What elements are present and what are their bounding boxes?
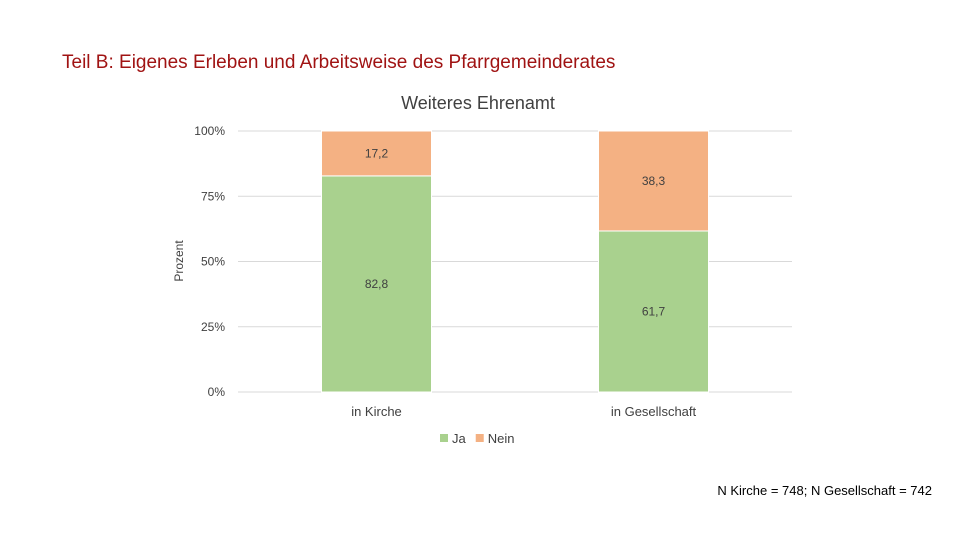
bar-nein-1 — [598, 130, 709, 232]
y-tick-label: 100% — [194, 124, 225, 138]
data-label: 61,7 — [642, 304, 666, 318]
y-axis-ticks: 0% 25% 50% 75% 100% — [194, 124, 225, 399]
x-tick-label: in Gesellschaft — [611, 404, 697, 419]
chart-title: Weiteres Ehrenamt — [401, 93, 555, 113]
x-tick-label: in Kirche — [351, 404, 402, 419]
sample-size-note: N Kirche = 748; N Gesellschaft = 742 — [717, 483, 932, 498]
bar-nein-0 — [321, 130, 432, 177]
y-tick-label: 75% — [201, 189, 225, 203]
bar-ja-1 — [598, 230, 709, 393]
legend-swatch-ja — [440, 434, 448, 442]
y-tick-label: 50% — [201, 255, 225, 269]
x-axis-ticks: in Kirche in Gesellschaft — [351, 404, 696, 419]
legend-swatch-nein — [475, 434, 484, 442]
data-label: 17,2 — [365, 146, 389, 160]
bars: 82,8 17,2 61,7 38,3 — [321, 130, 709, 393]
legend-label: Ja — [452, 431, 467, 446]
data-label: 82,8 — [365, 277, 389, 291]
data-label: 38,3 — [642, 174, 666, 188]
legend-label: Nein — [488, 431, 515, 446]
y-tick-label: 0% — [208, 385, 226, 399]
y-axis-label: Prozent — [172, 240, 186, 282]
legend: Ja Nein — [440, 431, 514, 446]
slide-title: Teil B: Eigenes Erleben und Arbeitsweise… — [62, 52, 616, 73]
y-tick-label: 25% — [201, 320, 225, 334]
bar-ja-0 — [321, 175, 432, 393]
